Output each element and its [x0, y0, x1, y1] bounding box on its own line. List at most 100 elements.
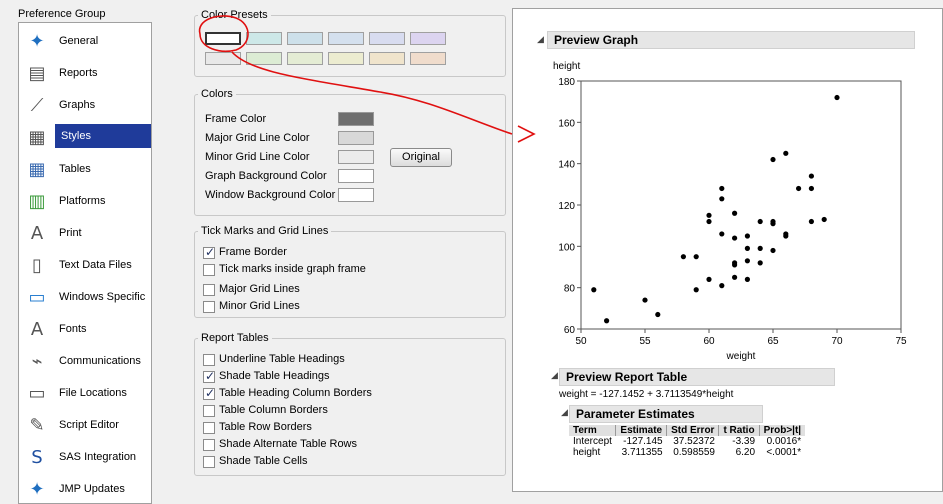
scatter-point: [808, 173, 814, 179]
color-swatch-button[interactable]: [338, 169, 374, 183]
tick-marks-title: Tick Marks and Grid Lines: [198, 225, 332, 237]
color-preset-swatch[interactable]: [328, 32, 364, 45]
color-preset-swatch[interactable]: [328, 52, 364, 65]
checkbox[interactable]: [203, 245, 215, 259]
scatter-point: [757, 260, 763, 266]
color-presets-group: [194, 15, 506, 77]
checkbox-label: Table Heading Column Borders: [219, 387, 372, 399]
checkbox-label: Minor Grid Lines: [219, 300, 300, 312]
color-preset-swatch[interactable]: [410, 52, 446, 65]
scatter-point: [770, 247, 776, 254]
checkbox[interactable]: [203, 456, 215, 468]
y-tick-label: 100: [558, 242, 575, 253]
pe-column-header: Prob>|t|: [758, 425, 806, 436]
pref-item-general[interactable]: ✦ General: [19, 26, 151, 58]
color-preset-swatch[interactable]: [287, 52, 323, 65]
pref-item-communications[interactable]: ⌁ Communications: [19, 346, 151, 378]
color-preset-swatch[interactable]: [410, 32, 446, 45]
color-row-label: Major Grid Line Color: [205, 132, 310, 144]
preview-report-table-header[interactable]: Preview Report Table: [559, 368, 835, 386]
pref-item-platforms[interactable]: ▥ Platforms: [19, 186, 151, 218]
color-preset-swatch[interactable]: [369, 32, 405, 45]
pref-item-styles[interactable]: ▦ Styles: [19, 122, 151, 154]
styles-icon: ▦: [28, 127, 46, 148]
checkbox[interactable]: [203, 386, 215, 400]
pref-item-print[interactable]: A Print: [19, 218, 151, 250]
scatter-point: [757, 218, 763, 225]
original-button[interactable]: Original: [390, 148, 452, 167]
text-data-files-icon: ▯: [32, 255, 42, 276]
pe-cell: Intercept: [573, 436, 612, 447]
scatter-point: [706, 212, 712, 218]
scatter-point: [604, 318, 610, 324]
parameter-estimates-header[interactable]: Parameter Estimates: [569, 405, 763, 423]
checkbox[interactable]: [203, 284, 215, 296]
preview-graph-header[interactable]: Preview Graph: [547, 31, 915, 49]
checkbox[interactable]: [203, 264, 215, 276]
checkbox[interactable]: [203, 439, 215, 451]
pref-item-text-data-files[interactable]: ▯ Text Data Files: [19, 250, 151, 282]
pe-column-header: Estimate: [615, 425, 667, 436]
pref-item-script-editor[interactable]: ✎ Script Editor: [19, 410, 151, 442]
color-swatch-button[interactable]: [338, 150, 374, 164]
y-tick-label: 60: [564, 325, 576, 336]
pref-item-windows-specific[interactable]: ▭ Windows Specific: [19, 282, 151, 314]
fonts-icon: A: [30, 319, 44, 340]
file-locations-icon: ▭: [28, 383, 46, 404]
scatter-point: [770, 218, 776, 225]
checkbox[interactable]: [203, 354, 215, 366]
pref-item-sas-integration[interactable]: S SAS Integration: [19, 442, 151, 474]
scatter-point: [770, 156, 776, 163]
preference-group-title: Preference Group: [18, 8, 106, 20]
color-preset-swatch[interactable]: [287, 32, 323, 45]
color-swatch-button[interactable]: [338, 188, 374, 202]
y-tick-label: 160: [558, 118, 575, 129]
color-preset-swatch[interactable]: [205, 32, 241, 45]
pref-item-file-locations[interactable]: ▭ File Locations: [19, 378, 151, 410]
scatter-point: [744, 258, 750, 264]
pref-item-reports[interactable]: ▤ Reports: [19, 58, 151, 90]
checkbox[interactable]: [203, 405, 215, 417]
scatter-point: [783, 231, 789, 237]
scatter-point: [591, 287, 597, 293]
jmp-updates-icon: ✦: [29, 479, 45, 500]
pref-item-jmp-updates[interactable]: ✦ JMP Updates: [19, 474, 151, 503]
scatter-point: [642, 297, 648, 303]
scatter-point: [808, 218, 814, 225]
scatter-point: [680, 254, 686, 260]
sas-integration-icon: S: [31, 447, 43, 468]
checkbox[interactable]: [203, 422, 215, 434]
disclosure-triangle-icon[interactable]: ◢: [537, 35, 544, 45]
disclosure-triangle-icon[interactable]: ◢: [551, 371, 558, 381]
pref-item-label: Fonts: [59, 323, 87, 335]
pref-item-graphs[interactable]: ⟋ Graphs: [19, 90, 151, 122]
y-tick-label: 120: [558, 201, 575, 212]
checkbox[interactable]: [203, 301, 215, 313]
pe-column-header: Std Error: [666, 425, 719, 436]
checkbox[interactable]: [203, 369, 215, 383]
color-preset-swatch[interactable]: [246, 32, 282, 45]
tables-icon: ▦: [28, 159, 46, 180]
color-preset-swatch[interactable]: [246, 52, 282, 65]
scatter-point: [757, 245, 763, 251]
pref-item-label: File Locations: [59, 387, 127, 399]
disclosure-triangle-icon[interactable]: ◢: [561, 408, 568, 418]
x-tick-label: 55: [639, 336, 651, 347]
color-preset-swatch[interactable]: [205, 52, 241, 65]
scatter-point: [693, 287, 699, 293]
pref-item-label: Graphs: [59, 99, 96, 111]
preference-group-list: ✦ General ▤ Reports ⟋ Graphs ▦ Styles ▦ Tables ▥ Pl…: [18, 22, 152, 504]
windows-specific-icon: ▭: [28, 287, 46, 308]
scatter-point: [744, 276, 750, 282]
pref-item-tables[interactable]: ▦ Tables: [19, 154, 151, 186]
parameter-estimates-table: Term Estimate Std Error t Ratio Prob>|t| Int…: [569, 425, 806, 458]
color-swatch-button[interactable]: [338, 131, 374, 145]
pref-item-fonts[interactable]: A Fonts: [19, 314, 151, 346]
scatter-point: [732, 210, 738, 216]
pref-item-label: Communications: [59, 355, 141, 367]
color-swatch-button[interactable]: [338, 112, 374, 126]
pref-item-label: Windows Specific: [59, 291, 146, 303]
regression-equation: weight = -127.1452 + 3.7113549*height: [559, 389, 734, 400]
color-preset-swatch[interactable]: [369, 52, 405, 65]
pref-item-label: JMP Updates: [59, 483, 125, 495]
